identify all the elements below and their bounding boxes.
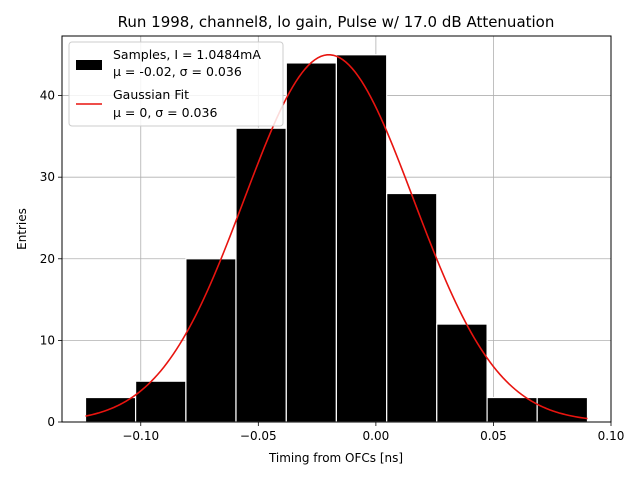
x-tick-label: −0.10 [122,429,159,443]
legend-fit-label: Gaussian Fit [113,87,189,102]
y-tick-label: 40 [40,89,55,103]
x-tick-label: 0.00 [363,429,390,443]
histogram-bar [134,380,187,423]
chart-title: Run 1998, channel8, lo gain, Pulse w/ 17… [118,13,555,31]
legend-samples-label: Samples, I = 1.0484mA [113,47,261,62]
legend-box [68,41,284,127]
histogram-bar [386,192,438,423]
y-tick-label: 20 [40,252,55,266]
x-tick-label: −0.05 [240,429,277,443]
y-tick-label: 10 [40,333,55,347]
x-axis-label: Timing from OFCs [ns] [268,451,403,465]
histogram-bar [536,396,589,423]
plot-frame [61,35,612,423]
y-axis-label: Entries [15,208,29,250]
legend-samples-swatch [76,60,102,70]
histogram-bar [235,127,287,423]
gaussian-fit-curve [85,54,588,420]
legend-samples-stats: μ = -0.02, σ = 0.036 [113,64,242,79]
histogram-bar [84,396,137,423]
histogram-bar [486,396,538,423]
x-tick-label: 0.10 [598,429,625,443]
x-tick-label: 0.05 [480,429,507,443]
histogram-bar [285,62,337,423]
y-tick-label: 0 [47,415,55,429]
axis-ticks: −0.10 −0.05 0.00 0.05 0.10 0 10 20 30 40 [40,89,625,443]
histogram-bar [335,54,388,423]
y-tick-label: 30 [40,170,55,184]
legend: Samples, I = 1.0484mA μ = -0.02, σ = 0.0… [68,41,284,127]
legend-fit-stats: μ = 0, σ = 0.036 [113,105,217,120]
histogram-bar [436,323,488,423]
